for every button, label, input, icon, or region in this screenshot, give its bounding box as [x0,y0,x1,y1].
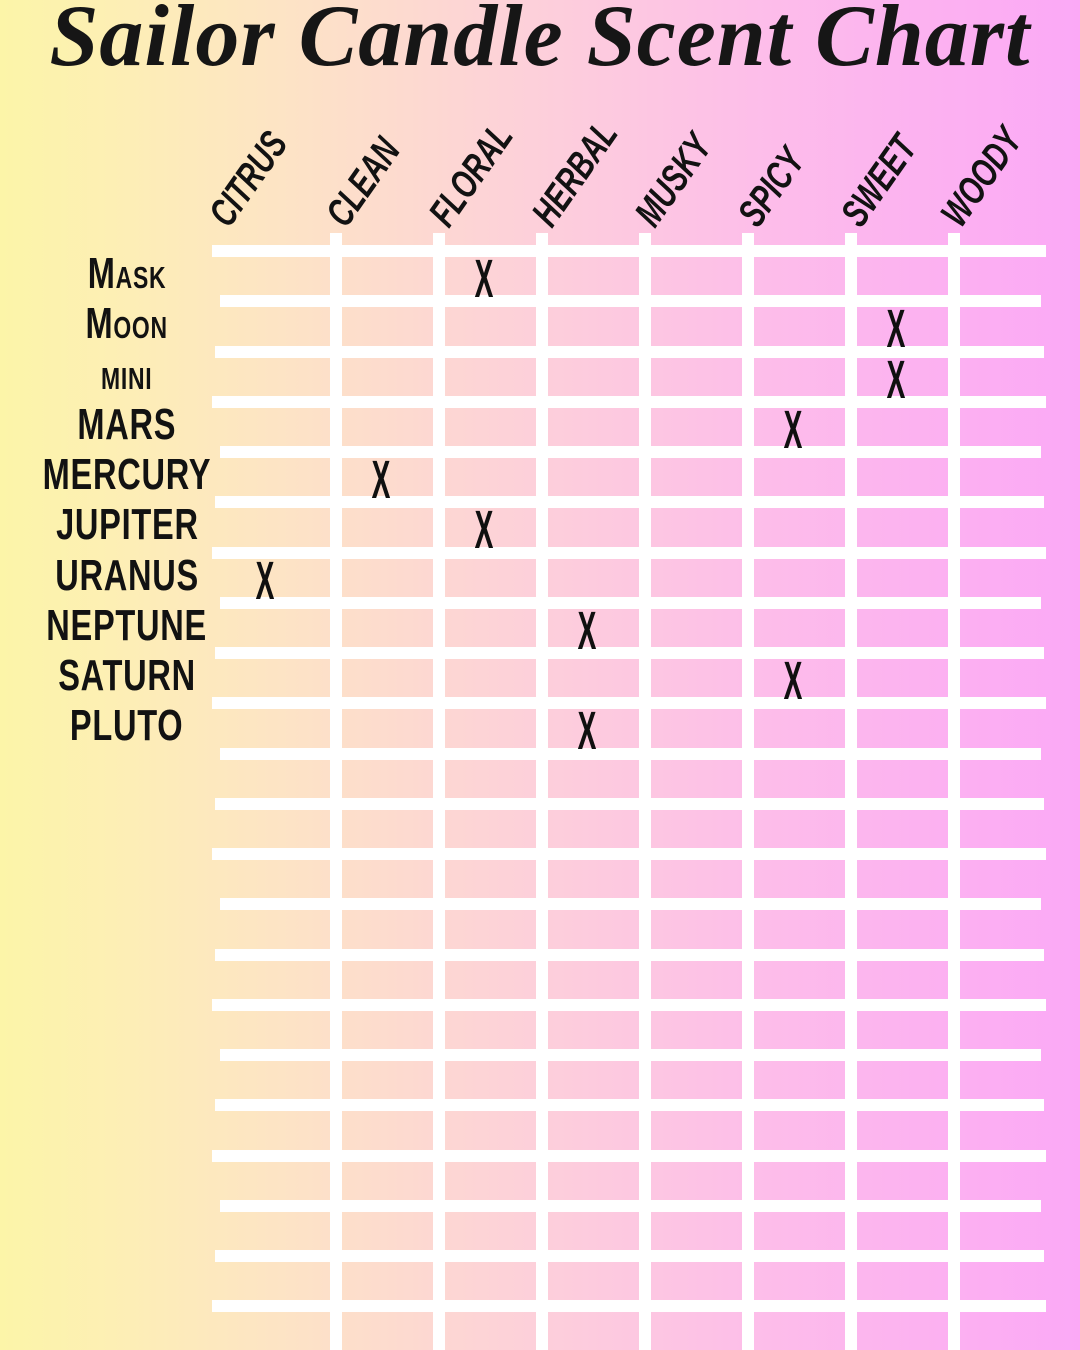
grid-line-vertical [330,233,342,1350]
grid-line-horizontal [220,446,1041,458]
row-label-moon: Moon [85,299,169,349]
grid-line-horizontal [215,797,1044,810]
row-label-neptune: NEPTUNE [46,600,208,650]
chart-title: Sailor Candle Scent Chart [49,0,1031,85]
column-header-sweet: SWEET [832,127,926,235]
grid-line-horizontal [212,395,1046,408]
grid-line-vertical [742,233,754,1350]
grid-line-horizontal [215,647,1044,659]
grid-line-vertical [948,233,960,1350]
grid-line-vertical [536,233,548,1350]
grid-line-horizontal [220,747,1041,760]
column-header-spicy: SPICY [729,140,814,235]
grid-line-horizontal [220,898,1041,911]
grid-line-vertical [433,233,445,1350]
grid-line-horizontal [215,496,1044,509]
grid-line-vertical [845,233,857,1350]
column-header-musky: MUSKY [626,126,720,235]
grid-line-horizontal [215,345,1044,358]
row-label-mars: MARS [77,399,177,449]
grid-line-vertical [639,233,651,1350]
column-header-woody: WOODY [933,120,1031,235]
row-label-mini: mini [101,349,153,399]
row-label-pluto: PLUTO [70,701,184,751]
column-header-clean: CLEAN [317,130,409,235]
grid-line-horizontal [220,596,1041,609]
grid-line-horizontal [215,1250,1044,1262]
grid-line-horizontal [215,1099,1044,1112]
grid-line-horizontal [220,1049,1041,1061]
row-label-saturn: SATURN [58,651,196,701]
grid-line-horizontal [212,1300,1046,1313]
grid-line-horizontal [220,1199,1041,1212]
grid-line-horizontal [212,1149,1046,1162]
column-header-floral: FLORAL [420,116,522,235]
row-label-jupiter: JUPITER [55,500,199,550]
row-label-mercury: MERCURY [42,450,212,500]
column-header-herbal: HERBAL [523,113,626,235]
column-header-citrus: CITRUS [201,124,297,235]
grid-line-horizontal [212,697,1046,710]
grid-line-horizontal [212,546,1046,559]
row-label-mask: Mask [87,249,167,299]
grid-line-horizontal [212,848,1046,860]
grid-line-horizontal [212,245,1046,257]
grid-line-horizontal [212,998,1046,1011]
row-label-uranus: URANUS [55,550,199,600]
grid-line-horizontal [220,295,1041,308]
grid-line-horizontal [215,948,1044,961]
